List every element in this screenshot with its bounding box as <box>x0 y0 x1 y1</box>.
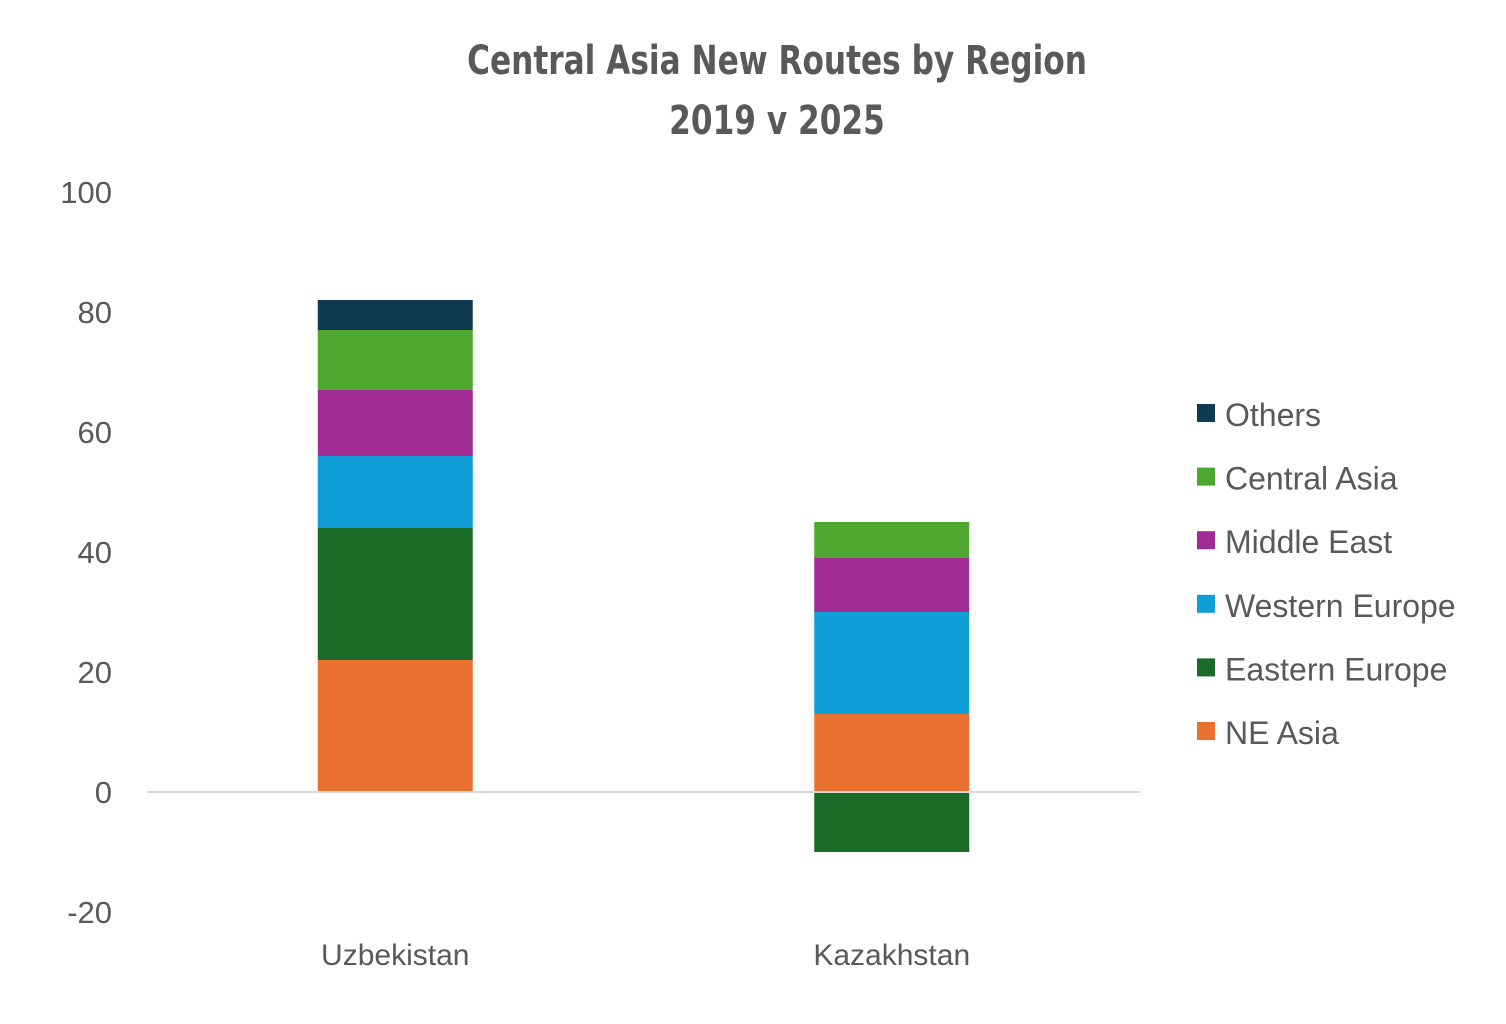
y-tick-label: 80 <box>78 295 112 330</box>
legend-swatch <box>1197 531 1215 550</box>
y-tick-label: 0 <box>95 775 112 810</box>
bar-segment-ne-asia <box>814 714 970 792</box>
legend-label: Western Europe <box>1225 588 1456 624</box>
bar-segment-middle-east <box>317 390 473 456</box>
bar-segment-others <box>317 300 473 330</box>
bar-segment-middle-east <box>814 558 970 612</box>
legend-item: Western Europe <box>1197 588 1456 624</box>
bar-segment-eastern-europe <box>317 528 473 660</box>
legend-item: Others <box>1197 397 1321 433</box>
bar-segment-western-europe <box>317 456 473 528</box>
y-tick-label: 20 <box>78 655 112 690</box>
bar-segment-central-asia <box>317 330 473 390</box>
legend-label: Central Asia <box>1225 461 1398 497</box>
legend-label: Middle East <box>1225 524 1392 560</box>
x-category-label: Kazakhstan <box>813 939 970 972</box>
legend-item: NE Asia <box>1197 715 1339 751</box>
chart-subtitle: 2019 v 2025 <box>669 98 885 144</box>
legend-label: Others <box>1225 397 1321 433</box>
bar-segment-western-europe <box>814 612 970 714</box>
y-tick-label: 60 <box>78 415 112 450</box>
y-tick-label: -20 <box>67 895 112 930</box>
bar-segment-central-asia <box>814 522 970 558</box>
bar-segment-ne-asia <box>317 660 473 792</box>
x-category-label: Uzbekistan <box>321 939 469 972</box>
legend-item: Eastern Europe <box>1197 651 1447 687</box>
legend-label: Eastern Europe <box>1225 651 1447 687</box>
legend-item: Central Asia <box>1197 461 1398 497</box>
bar-segment-eastern-europe <box>814 792 970 852</box>
legend-label: NE Asia <box>1225 715 1339 751</box>
legend-swatch <box>1197 658 1215 677</box>
y-tick-label: 100 <box>60 175 112 210</box>
legend-item: Middle East <box>1197 524 1392 560</box>
legend-swatch <box>1197 594 1215 613</box>
legend-swatch <box>1197 467 1215 486</box>
chart-title: Central Asia New Routes by Region <box>467 38 1087 84</box>
legend-swatch <box>1197 404 1215 422</box>
legend-swatch <box>1197 722 1215 740</box>
y-tick-label: 40 <box>78 535 112 570</box>
